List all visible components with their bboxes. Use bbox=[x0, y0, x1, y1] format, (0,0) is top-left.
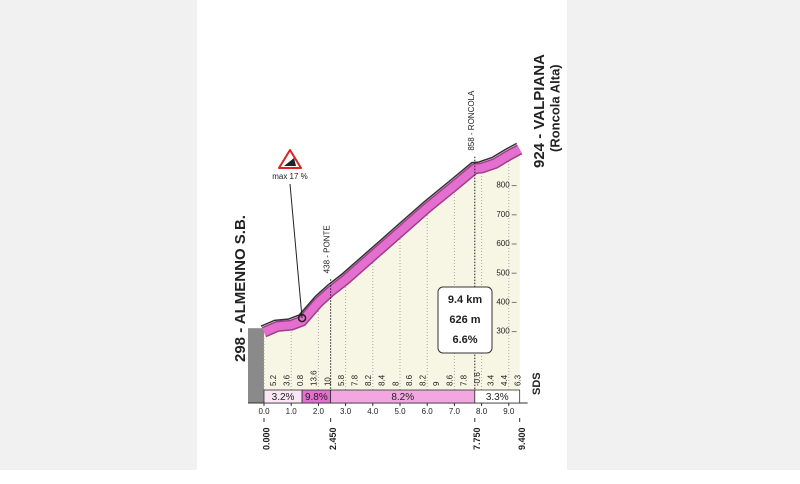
start-label: 298 - ALMENNO S.B. bbox=[232, 215, 249, 362]
km-gradient-label: 5.8 bbox=[337, 374, 346, 386]
distance-label: 2.450 bbox=[328, 427, 338, 450]
finish-label: 924 - VALPIANA bbox=[531, 54, 548, 168]
km-gradient-label: 8.2 bbox=[419, 374, 428, 386]
x-tick-label: 0.0 bbox=[258, 407, 270, 416]
km-gradient-label: 5.2 bbox=[269, 374, 278, 386]
gradient-label: 8.2% bbox=[391, 392, 414, 403]
summary-box bbox=[437, 286, 493, 354]
y-tick-label: 300 bbox=[496, 327, 510, 336]
max-marker bbox=[297, 313, 307, 323]
summary-text: 626 m bbox=[449, 314, 480, 326]
gradient-label: 9.8% bbox=[305, 392, 328, 403]
x-tick-label: 3.0 bbox=[340, 407, 352, 416]
km-gradient-label: 6.3 bbox=[514, 374, 523, 386]
summary-text: 9.4 km bbox=[448, 294, 482, 306]
km-gradient-label: 8 bbox=[391, 381, 400, 386]
gradient-segment bbox=[474, 389, 521, 404]
x-tick-label: 1.0 bbox=[286, 407, 298, 416]
x-tick-label: 2.0 bbox=[313, 407, 325, 416]
km-gradient-label: 3.4 bbox=[487, 374, 496, 386]
max-leader bbox=[289, 183, 303, 319]
x-tick-label: 9.0 bbox=[503, 407, 515, 416]
max-label: max 17 % bbox=[272, 172, 308, 181]
km-gradient-label: 8.6 bbox=[405, 374, 414, 386]
distance-label: 9.400 bbox=[517, 427, 527, 450]
km-gradient-label: 13.6 bbox=[310, 370, 319, 386]
distance-label: 7.750 bbox=[472, 427, 482, 450]
gradient-label: 3.2% bbox=[272, 392, 295, 403]
x-tick-label: 5.0 bbox=[394, 407, 406, 416]
km-gradient-label: 8.6 bbox=[446, 374, 455, 386]
finish-sublabel: (Roncola Alta) bbox=[547, 64, 562, 152]
y-tick-label: 600 bbox=[496, 239, 510, 248]
x-tick-label: 6.0 bbox=[422, 407, 434, 416]
x-tick-label: 4.0 bbox=[367, 407, 379, 416]
km-gradient-label: -0.6 bbox=[473, 372, 482, 386]
plot: 300 400 500 600 700 800 3.2% 9.8% 8.2% 3.3% 5.2 3.6… bbox=[232, 54, 562, 450]
x-tick-label: 8.0 bbox=[476, 407, 488, 416]
km-gradient-label: 10 bbox=[323, 377, 332, 386]
km-gradient-label: 8.2 bbox=[364, 374, 373, 386]
km-gradient-label: 9 bbox=[432, 381, 441, 386]
waypoint-label: 858 - RONCOLA bbox=[467, 90, 476, 151]
km-gradient-label: 7.8 bbox=[459, 374, 468, 386]
y-tick-label: 400 bbox=[496, 298, 510, 307]
logo: SDS bbox=[531, 372, 543, 395]
distance-label: 0.000 bbox=[261, 427, 271, 450]
km-gradient-label: 8.4 bbox=[378, 374, 387, 386]
km-gradient-label: 7.8 bbox=[351, 374, 360, 386]
profile-line bbox=[262, 145, 522, 336]
km-gradient-label: 3.6 bbox=[283, 374, 292, 386]
start-wall bbox=[248, 328, 264, 403]
x-tick-label: 7.0 bbox=[449, 407, 461, 416]
y-tick-label: 800 bbox=[496, 181, 510, 190]
km-gradient-label: 0.8 bbox=[296, 374, 305, 386]
summary-text: 6.6% bbox=[452, 334, 477, 346]
side-panel bbox=[0, 0, 197, 470]
side-panel bbox=[567, 0, 800, 470]
gradient-label: 3.3% bbox=[486, 392, 509, 403]
profile-edge bbox=[260, 142, 518, 327]
max-icon bbox=[278, 149, 302, 169]
y-tick-label: 700 bbox=[496, 210, 510, 219]
y-tick-label: 500 bbox=[496, 268, 510, 277]
km-gradient-label: 4.4 bbox=[500, 374, 509, 386]
waypoint-label: 438 - PONTE bbox=[323, 225, 332, 273]
max-icon-slope bbox=[284, 158, 296, 166]
